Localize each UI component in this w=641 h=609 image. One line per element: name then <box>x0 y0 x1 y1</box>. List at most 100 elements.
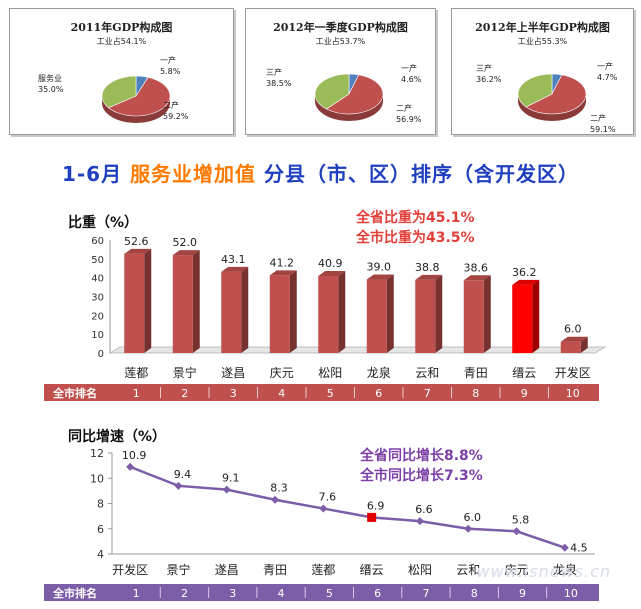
line-value-label: 6.6 <box>415 503 433 516</box>
pie-label-secondary: 二产 56.9% <box>396 104 422 124</box>
bar-value-label: 6.0 <box>564 323 582 336</box>
line-ytick-label: 10 <box>90 472 104 485</box>
pie-slice <box>101 75 137 109</box>
line-point-7 <box>415 517 424 526</box>
pie-slice <box>325 74 384 115</box>
line-annotation-city: 全市同比增长7.3% <box>360 468 483 484</box>
pie-label-primary: 一产 4.6% <box>401 64 422 84</box>
line-ytick-label: 6 <box>97 523 104 536</box>
page-title: 1-6月 服务业增加值 分县（市、区）排序（含开发区） <box>0 158 641 187</box>
page-title-scope: 分县（市、区）排序（含开发区） <box>264 162 580 186</box>
pie-chart-2011 <box>101 75 171 123</box>
bar-ytick-label: 30 <box>91 293 104 304</box>
pie-title: 2012年上半年GDP构成图 <box>475 21 610 34</box>
line-ytick-label: 12 <box>90 447 104 460</box>
bar-ytick-label: 0 <box>98 349 104 360</box>
bar-category-label: 莲都 <box>124 366 148 380</box>
line-rank-value: 8 <box>471 587 478 600</box>
line-rank-value: 5 <box>326 587 333 600</box>
bar-chart-annotations: 全省比重为45.1% 全市比重为43.5% <box>356 208 475 248</box>
bar-6 <box>366 274 394 353</box>
bar-rank-header-label: 全市排名 <box>52 386 97 400</box>
pie-label-secondary: 二产 59.2% <box>163 101 189 121</box>
bar-category-label: 开发区 <box>555 365 591 380</box>
pie-title: 2012年一季度GDP构成图 <box>273 21 408 34</box>
bar-rank-value: 2 <box>181 387 188 400</box>
bar-value-label: 38.8 <box>415 261 440 274</box>
line-point-9 <box>512 527 521 536</box>
bar-rank-value: 9 <box>521 387 528 400</box>
bar-value-label: 39.0 <box>367 261 392 274</box>
bar-4 <box>269 270 297 353</box>
bar-annotation-province: 全省比重为45.1% <box>356 210 475 226</box>
pie-label-tertiary: 三产 38.5% <box>266 68 292 88</box>
bar-9 <box>512 279 540 353</box>
line-rank-value: 10 <box>564 587 578 600</box>
pie-panel-2012-h1: 2012年上半年GDP构成图 工业占55.3% 一产 4.7% 二产 59.1% 三… <box>451 8 634 135</box>
line-rank-value: 2 <box>181 587 188 600</box>
line-category-label: 龙泉 <box>553 563 577 577</box>
bar-2 <box>172 250 200 353</box>
pie-slice <box>314 73 350 110</box>
bar-category-label: 庆元 <box>270 366 294 380</box>
line-rank-header <box>44 584 106 601</box>
line-category-label: 开发区 <box>112 562 148 577</box>
line-rank-value: 6 <box>374 587 381 600</box>
line-value-label: 10.9 <box>122 449 147 462</box>
line-rank-value: 7 <box>422 587 429 600</box>
line-point-3 <box>222 485 231 494</box>
bar-rank-value: 6 <box>375 387 382 400</box>
bar-value-label: 38.6 <box>464 261 489 274</box>
bar-category-label: 景宁 <box>173 365 197 380</box>
bar-rank-value: 7 <box>424 387 431 400</box>
bar-category-label: 青田 <box>464 366 488 380</box>
page-title-period: 1-6月 <box>61 162 123 186</box>
line-rank-value: 1 <box>133 587 140 600</box>
bar-rank-value: 5 <box>327 387 334 400</box>
bar-value-label: 43.1 <box>221 253 246 266</box>
bar-ytick-label: 20 <box>91 311 104 322</box>
line-value-label: 9.4 <box>174 468 192 481</box>
pie-subtitle: 工业占54.1% <box>96 37 147 46</box>
bar-ytick-label: 60 <box>91 236 104 247</box>
line-ytick-label: 4 <box>97 548 104 561</box>
line-point-10 <box>560 543 569 552</box>
line-value-label: 9.1 <box>222 472 240 485</box>
watermark: www.lsnews.cn <box>476 562 611 581</box>
page-title-subject: 服务业增加值 <box>130 162 257 186</box>
bar-value-label: 40.9 <box>318 257 343 270</box>
bar-chart: 0 10 20 30 40 50 60 52.6 莲都 52.0 景宁 43.1 遂昌 41.2 庆元 40.… <box>44 235 607 401</box>
line-point-6 <box>367 512 377 522</box>
pie-subtitle: 工业占53.7% <box>315 37 366 46</box>
bar-3 <box>221 266 249 353</box>
line-point-5 <box>319 504 328 513</box>
pie-label-primary: 一产 5.8% <box>160 56 181 76</box>
bar-ytick-label: 40 <box>91 274 104 285</box>
bar-rank-value: 10 <box>566 387 580 400</box>
line-rank-value: 4 <box>278 587 285 600</box>
line-value-label: 6.0 <box>464 511 482 524</box>
bar-ytick-label: 10 <box>91 330 104 341</box>
line-category-label: 松阳 <box>408 563 432 577</box>
pie-slice <box>517 73 553 108</box>
line-point-2 <box>174 481 183 490</box>
pie-panel-2011: 2011年GDP构成图 工业占54.1% 一产 5.8% 二产 59.2% 服务业 3… <box>9 8 234 135</box>
line-point-4 <box>271 495 280 504</box>
bar-rank-value: 8 <box>472 387 479 400</box>
bar-category-label: 松阳 <box>318 366 342 380</box>
bar-value-label: 52.6 <box>124 235 149 248</box>
line-series <box>129 465 566 549</box>
line-category-label: 景宁 <box>166 562 190 577</box>
bar-value-label: 36.2 <box>512 266 537 279</box>
pie-label-tertiary: 三产 36.2% <box>476 64 502 84</box>
pie-title: 2011年GDP构成图 <box>70 21 173 34</box>
pie-chart-2012-q1 <box>314 73 384 121</box>
line-rank-value: 3 <box>229 587 236 600</box>
line-category-label: 青田 <box>263 563 287 577</box>
line-category-label: 云和 <box>456 563 480 577</box>
line-value-label: 6.9 <box>367 499 385 512</box>
line-category-label: 缙云 <box>360 563 384 577</box>
bar-5 <box>318 270 346 353</box>
pie-panel-2012-q1: 2012年一季度GDP构成图 工业占53.7% 一产 4.6% 二产 56.9% 三… <box>245 8 436 135</box>
